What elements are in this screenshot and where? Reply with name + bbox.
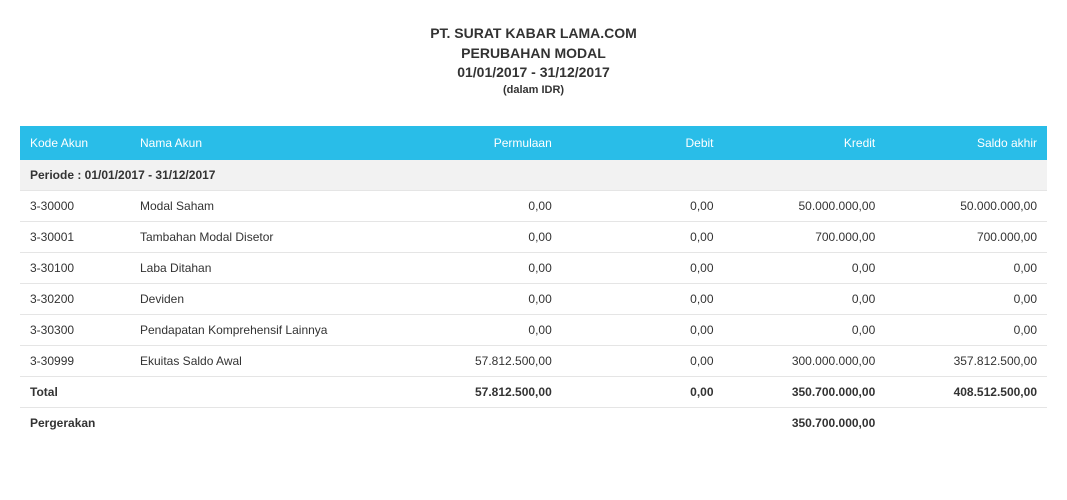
period-row: Periode : 01/01/2017 - 31/12/2017 xyxy=(20,160,1047,191)
table-header-row: Kode Akun Nama Akun Permulaan Debit Kred… xyxy=(20,126,1047,160)
col-header-opening: Permulaan xyxy=(400,126,562,160)
currency-note: (dalam IDR) xyxy=(20,83,1047,98)
table-row: 3-30100Laba Ditahan0,000,000,000,00 xyxy=(20,253,1047,284)
cell-code: 3-30300 xyxy=(20,315,130,346)
cell-credit: 700.000,00 xyxy=(724,222,886,253)
report-header: PT. SURAT KABAR LAMA.COM PERUBAHAN MODAL… xyxy=(20,24,1047,98)
cell-name: Pendapatan Komprehensif Lainnya xyxy=(130,315,400,346)
movement-blank-1 xyxy=(400,408,562,439)
table-row: 3-30001Tambahan Modal Disetor0,000,00700… xyxy=(20,222,1047,253)
cell-opening: 0,00 xyxy=(400,191,562,222)
cell-ending: 50.000.000,00 xyxy=(885,191,1047,222)
period-label: Periode : 01/01/2017 - 31/12/2017 xyxy=(20,160,1047,191)
table-row: 3-30300Pendapatan Komprehensif Lainnya0,… xyxy=(20,315,1047,346)
cell-opening: 0,00 xyxy=(400,315,562,346)
cell-debit: 0,00 xyxy=(562,191,724,222)
cell-debit: 0,00 xyxy=(562,253,724,284)
cell-credit: 50.000.000,00 xyxy=(724,191,886,222)
cell-credit: 0,00 xyxy=(724,253,886,284)
cell-ending: 0,00 xyxy=(885,315,1047,346)
cell-credit: 0,00 xyxy=(724,315,886,346)
movement-blank-2 xyxy=(562,408,724,439)
col-header-name: Nama Akun xyxy=(130,126,400,160)
movement-label: Pergerakan xyxy=(20,408,400,439)
table-row: 3-30200Deviden0,000,000,000,00 xyxy=(20,284,1047,315)
cell-code: 3-30000 xyxy=(20,191,130,222)
cell-ending: 700.000,00 xyxy=(885,222,1047,253)
cell-code: 3-30200 xyxy=(20,284,130,315)
cell-name: Modal Saham xyxy=(130,191,400,222)
cell-opening: 0,00 xyxy=(400,284,562,315)
cell-debit: 0,00 xyxy=(562,315,724,346)
report-title: PERUBAHAN MODAL xyxy=(20,44,1047,64)
cell-name: Laba Ditahan xyxy=(130,253,400,284)
col-header-code: Kode Akun xyxy=(20,126,130,160)
cell-ending: 0,00 xyxy=(885,253,1047,284)
report-period: 01/01/2017 - 31/12/2017 xyxy=(20,63,1047,83)
equity-change-table: Kode Akun Nama Akun Permulaan Debit Kred… xyxy=(20,126,1047,438)
movement-value: 350.700.000,00 xyxy=(724,408,886,439)
table-row: 3-30000Modal Saham0,000,0050.000.000,005… xyxy=(20,191,1047,222)
cell-name: Ekuitas Saldo Awal xyxy=(130,346,400,377)
cell-debit: 0,00 xyxy=(562,346,724,377)
cell-opening: 0,00 xyxy=(400,222,562,253)
cell-credit: 0,00 xyxy=(724,284,886,315)
total-row: Total 57.812.500,00 0,00 350.700.000,00 … xyxy=(20,377,1047,408)
cell-code: 3-30001 xyxy=(20,222,130,253)
table-row: 3-30999Ekuitas Saldo Awal57.812.500,000,… xyxy=(20,346,1047,377)
cell-debit: 0,00 xyxy=(562,284,724,315)
cell-debit: 0,00 xyxy=(562,222,724,253)
movement-row: Pergerakan 350.700.000,00 xyxy=(20,408,1047,439)
table-body: Periode : 01/01/2017 - 31/12/2017 3-3000… xyxy=(20,160,1047,438)
cell-ending: 357.812.500,00 xyxy=(885,346,1047,377)
cell-opening: 57.812.500,00 xyxy=(400,346,562,377)
cell-code: 3-30999 xyxy=(20,346,130,377)
cell-opening: 0,00 xyxy=(400,253,562,284)
total-debit: 0,00 xyxy=(562,377,724,408)
company-name: PT. SURAT KABAR LAMA.COM xyxy=(20,24,1047,44)
total-label: Total xyxy=(20,377,400,408)
col-header-credit: Kredit xyxy=(724,126,886,160)
cell-code: 3-30100 xyxy=(20,253,130,284)
col-header-debit: Debit xyxy=(562,126,724,160)
total-ending: 408.512.500,00 xyxy=(885,377,1047,408)
cell-name: Deviden xyxy=(130,284,400,315)
col-header-ending: Saldo akhir xyxy=(885,126,1047,160)
total-credit: 350.700.000,00 xyxy=(724,377,886,408)
cell-credit: 300.000.000,00 xyxy=(724,346,886,377)
cell-name: Tambahan Modal Disetor xyxy=(130,222,400,253)
total-opening: 57.812.500,00 xyxy=(400,377,562,408)
movement-blank-3 xyxy=(885,408,1047,439)
cell-ending: 0,00 xyxy=(885,284,1047,315)
